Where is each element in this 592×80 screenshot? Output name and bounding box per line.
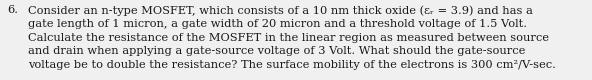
Text: 6.: 6. (7, 5, 18, 15)
Text: Calculate the resistance of the MOSFET in the linear region as measured between : Calculate the resistance of the MOSFET i… (28, 33, 549, 43)
Text: voltage be to double the resistance? The surface mobility of the electrons is 30: voltage be to double the resistance? The… (28, 60, 556, 70)
Text: gate length of 1 micron, a gate width of 20 micron and a threshold voltage of 1.: gate length of 1 micron, a gate width of… (28, 19, 527, 29)
Text: Consider an n-type MOSFET, which consists of a 10 nm thick oxide (εᵣ = 3.9) and : Consider an n-type MOSFET, which consist… (28, 5, 533, 16)
Text: and drain when applying a gate-source voltage of 3 Volt. What should the gate-so: and drain when applying a gate-source vo… (28, 46, 525, 56)
